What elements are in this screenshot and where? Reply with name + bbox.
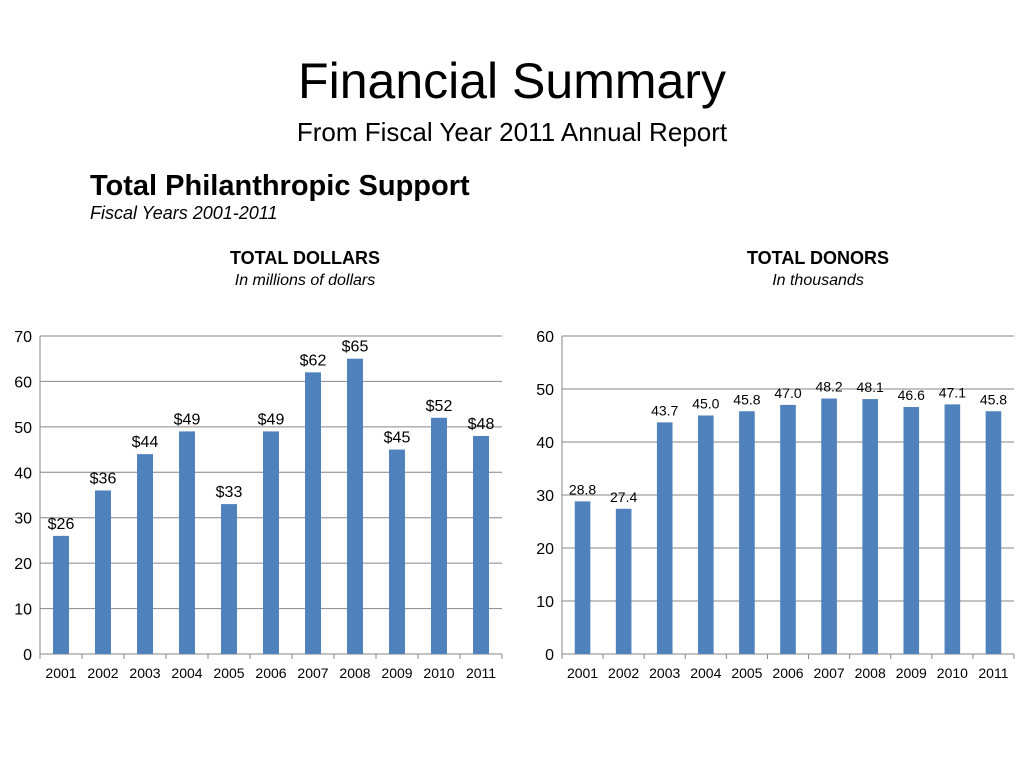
bar bbox=[221, 504, 237, 654]
data-label: $49 bbox=[174, 411, 201, 428]
data-label: $45 bbox=[384, 430, 411, 447]
bar bbox=[179, 431, 195, 654]
x-tick-label: 2004 bbox=[171, 665, 202, 681]
bar bbox=[305, 372, 321, 654]
x-tick-label: 2007 bbox=[814, 665, 845, 681]
bar bbox=[903, 407, 920, 654]
y-tick-label: 0 bbox=[545, 647, 554, 664]
bar bbox=[574, 501, 591, 654]
bar bbox=[698, 415, 714, 654]
data-label: $48 bbox=[468, 416, 495, 433]
bar bbox=[53, 535, 69, 654]
x-tick-label: 2010 bbox=[423, 665, 454, 681]
x-tick-label: 2006 bbox=[255, 665, 286, 681]
data-label: 48.2 bbox=[815, 379, 842, 395]
bar bbox=[615, 508, 632, 654]
y-tick-label: 50 bbox=[536, 382, 554, 399]
data-label: 43.7 bbox=[651, 402, 678, 418]
data-label: $62 bbox=[300, 352, 327, 369]
x-tick-label: 2005 bbox=[731, 665, 762, 681]
x-tick-label: 2003 bbox=[129, 665, 160, 681]
x-tick-label: 2010 bbox=[937, 665, 968, 681]
y-tick-label: 60 bbox=[536, 329, 554, 346]
bar bbox=[389, 449, 405, 654]
bar-chart-donors: 0 10 20 30 40 50 60 28.8 2001 27.4 2002 43.7 2003 45.… bbox=[536, 329, 1015, 681]
x-tick-label: 2003 bbox=[649, 665, 680, 681]
page-subtitle: From Fiscal Year 2011 Annual Report bbox=[296, 117, 728, 147]
bar bbox=[862, 399, 878, 654]
chart-unit-label: In thousands bbox=[772, 272, 864, 289]
data-label: 45.8 bbox=[980, 391, 1007, 407]
bar bbox=[473, 435, 489, 654]
bar bbox=[944, 404, 961, 654]
data-label: $33 bbox=[216, 484, 243, 501]
y-tick-label: 70 bbox=[14, 329, 32, 346]
y-tick-label: 0 bbox=[23, 647, 32, 664]
bar bbox=[95, 490, 111, 654]
data-label: 46.6 bbox=[898, 387, 925, 403]
chart-title: TOTAL DONORS bbox=[746, 248, 889, 268]
x-tick-label: 2009 bbox=[896, 665, 927, 681]
x-tick-label: 2008 bbox=[339, 665, 370, 681]
page-title: Financial Summary bbox=[298, 53, 726, 109]
data-label: $49 bbox=[258, 411, 285, 428]
bar bbox=[431, 417, 447, 654]
x-tick-label: 2001 bbox=[567, 665, 598, 681]
bar bbox=[821, 398, 837, 654]
x-tick-label: 2002 bbox=[87, 665, 118, 681]
x-tick-label: 2009 bbox=[381, 665, 412, 681]
bar bbox=[347, 358, 363, 654]
bar bbox=[656, 422, 673, 654]
data-label: $26 bbox=[48, 516, 75, 533]
data-label: $44 bbox=[132, 434, 159, 451]
y-tick-label: 10 bbox=[536, 594, 554, 611]
data-label: $65 bbox=[342, 339, 369, 356]
chart-unit-label: In millions of dollars bbox=[234, 272, 376, 289]
data-label: 45.0 bbox=[692, 396, 719, 412]
y-tick-label: 10 bbox=[14, 602, 32, 619]
data-label: $52 bbox=[426, 398, 453, 415]
bar bbox=[985, 411, 1002, 654]
data-label: $36 bbox=[90, 470, 117, 487]
x-tick-label: 2005 bbox=[213, 665, 244, 681]
bar bbox=[263, 431, 279, 654]
x-tick-label: 2011 bbox=[978, 665, 1008, 681]
data-label: 27.4 bbox=[610, 489, 637, 505]
section-title: Total Philanthropic Support bbox=[90, 170, 470, 202]
section-subtitle: Fiscal Years 2001-2011 bbox=[90, 203, 278, 223]
bar bbox=[780, 404, 796, 654]
data-label: 28.8 bbox=[569, 481, 596, 497]
bar bbox=[739, 411, 755, 654]
data-label: 47.0 bbox=[774, 385, 801, 401]
bar bbox=[137, 454, 153, 654]
x-tick-label: 2007 bbox=[297, 665, 328, 681]
y-tick-label: 40 bbox=[536, 435, 554, 452]
x-tick-label: 2002 bbox=[608, 665, 639, 681]
data-label: 47.1 bbox=[939, 384, 966, 400]
y-tick-label: 20 bbox=[14, 556, 32, 573]
y-tick-label: 50 bbox=[14, 420, 32, 437]
x-tick-label: 2006 bbox=[772, 665, 803, 681]
chart-title: TOTAL DOLLARS bbox=[230, 248, 380, 268]
y-tick-label: 60 bbox=[14, 374, 32, 391]
bar-chart-dollars: 0 10 20 30 40 50 60 70 $26 2001 $36 2002 $44 2003 $49 2… bbox=[14, 329, 503, 681]
x-tick-label: 2011 bbox=[466, 665, 496, 681]
y-tick-label: 30 bbox=[536, 488, 554, 505]
y-tick-label: 20 bbox=[536, 541, 554, 558]
data-label: 45.8 bbox=[733, 391, 760, 407]
data-label: 48.1 bbox=[857, 379, 884, 395]
x-tick-label: 2008 bbox=[855, 665, 886, 681]
y-tick-label: 30 bbox=[14, 511, 32, 528]
x-tick-label: 2001 bbox=[45, 665, 76, 681]
y-tick-label: 40 bbox=[14, 465, 32, 482]
x-tick-label: 2004 bbox=[690, 665, 721, 681]
